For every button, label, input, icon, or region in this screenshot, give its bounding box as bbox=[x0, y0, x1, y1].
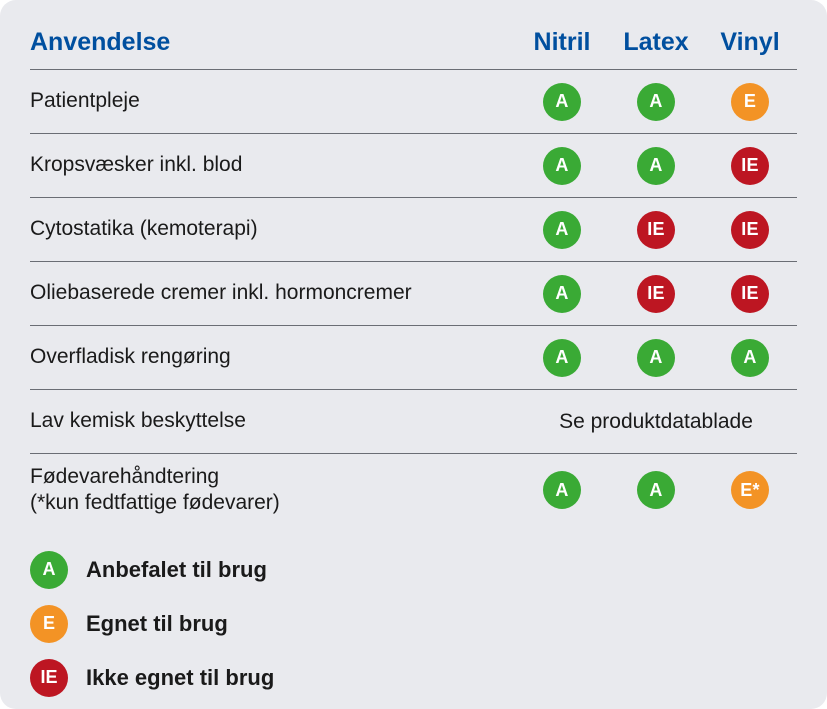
row-columns: A A E* bbox=[515, 471, 797, 509]
table-row: Lav kemisk beskyttelseSe produktdatablad… bbox=[30, 390, 797, 454]
rating-badge: A bbox=[543, 147, 581, 185]
legend-label: Egnet til brug bbox=[86, 611, 228, 637]
row-label: Fødevarehåndtering(*kun fedtfattige føde… bbox=[30, 454, 515, 527]
row-label: Oliebaserede cremer inkl. hormoncremer bbox=[30, 270, 515, 316]
row-span-text: Se produktdatablade bbox=[515, 410, 797, 434]
rating-badge: IE bbox=[637, 275, 675, 313]
row-cell: IE bbox=[703, 211, 797, 249]
row-cell: A bbox=[515, 275, 609, 313]
header-col-latex: Latex bbox=[609, 28, 703, 57]
table-row: Kropsvæsker inkl. blod A A IE bbox=[30, 134, 797, 198]
table-row: Oliebaserede cremer inkl. hormoncremer A I… bbox=[30, 262, 797, 326]
row-cell: E bbox=[703, 83, 797, 121]
rating-badge: IE bbox=[731, 147, 769, 185]
legend-row: E Egnet til brug bbox=[30, 605, 797, 643]
rating-badge: E bbox=[731, 83, 769, 121]
header-label: Anvendelse bbox=[30, 28, 515, 57]
rating-badge: A bbox=[637, 147, 675, 185]
legend-label: Anbefalet til brug bbox=[86, 557, 267, 583]
header-col-vinyl: Vinyl bbox=[703, 28, 797, 57]
rating-badge: IE bbox=[637, 211, 675, 249]
rating-badge: A bbox=[543, 275, 581, 313]
row-cell: E* bbox=[703, 471, 797, 509]
table-row: Fødevarehåndtering(*kun fedtfattige føde… bbox=[30, 454, 797, 527]
table-row: Overfladisk rengøring A A A bbox=[30, 326, 797, 390]
header-columns: Nitril Latex Vinyl bbox=[515, 28, 797, 57]
row-cell: A bbox=[515, 339, 609, 377]
row-columns: A IE IE bbox=[515, 211, 797, 249]
row-cell: A bbox=[515, 471, 609, 509]
rating-badge: A bbox=[637, 83, 675, 121]
rating-badge: E* bbox=[731, 471, 769, 509]
row-cell: A bbox=[703, 339, 797, 377]
table-body: PatientplejeAAEKropsvæsker inkl. blodAAI… bbox=[30, 70, 797, 527]
row-cell: A bbox=[609, 471, 703, 509]
rating-badge: A bbox=[543, 83, 581, 121]
row-cell: A bbox=[515, 83, 609, 121]
comparison-card: Anvendelse Nitril Latex Vinyl Patientple… bbox=[0, 0, 827, 709]
legend-row: IE Ikke egnet til brug bbox=[30, 659, 797, 697]
row-label: Overfladisk rengøring bbox=[30, 334, 515, 380]
rating-badge: A bbox=[543, 339, 581, 377]
row-label: Lav kemisk beskyttelse bbox=[30, 398, 515, 444]
row-label: Cytostatika (kemoterapi) bbox=[30, 206, 515, 252]
row-cell: IE bbox=[609, 275, 703, 313]
row-cell: A bbox=[515, 147, 609, 185]
row-columns: AAA bbox=[515, 339, 797, 377]
legend-row: A Anbefalet til brug bbox=[30, 551, 797, 589]
legend-label: Ikke egnet til brug bbox=[86, 665, 274, 691]
row-columns: AAE bbox=[515, 83, 797, 121]
rating-badge: A bbox=[543, 471, 581, 509]
row-columns: A A IE bbox=[515, 147, 797, 185]
row-cell: A bbox=[609, 83, 703, 121]
rating-badge: IE bbox=[731, 211, 769, 249]
legend: A Anbefalet til brug E Egnet til brug IE Ikke… bbox=[30, 551, 797, 697]
legend-badge: A bbox=[30, 551, 68, 589]
row-cell: A bbox=[609, 147, 703, 185]
rating-badge: A bbox=[637, 471, 675, 509]
legend-badge: E bbox=[30, 605, 68, 643]
row-columns: A IE IE bbox=[515, 275, 797, 313]
rating-badge: A bbox=[731, 339, 769, 377]
row-label: Kropsvæsker inkl. blod bbox=[30, 142, 515, 188]
rating-badge: A bbox=[543, 211, 581, 249]
table-row: Patientpleje A A E bbox=[30, 70, 797, 134]
legend-badge: IE bbox=[30, 659, 68, 697]
row-cell: IE bbox=[703, 275, 797, 313]
header-col-nitril: Nitril bbox=[515, 28, 609, 57]
rating-badge: A bbox=[637, 339, 675, 377]
row-cell: A bbox=[609, 339, 703, 377]
row-cell: IE bbox=[609, 211, 703, 249]
row-label: Patientpleje bbox=[30, 78, 515, 124]
rating-badge: IE bbox=[731, 275, 769, 313]
row-cell: IE bbox=[703, 147, 797, 185]
row-cell: A bbox=[515, 211, 609, 249]
table-header: Anvendelse Nitril Latex Vinyl bbox=[30, 28, 797, 70]
table-row: Cytostatika (kemoterapi) A IE IE bbox=[30, 198, 797, 262]
